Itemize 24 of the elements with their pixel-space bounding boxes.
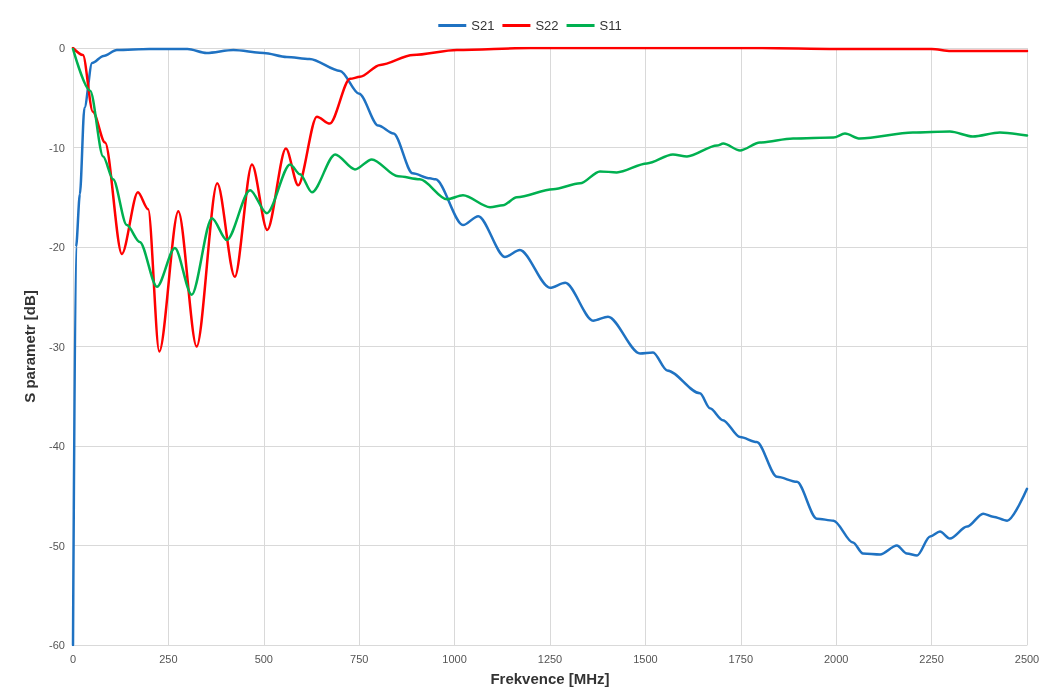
x-tick-label: 1250 — [537, 652, 563, 665]
legend-label: S22 — [535, 18, 559, 33]
y-tick-label: -20 — [49, 241, 65, 253]
x-tick-label: 750 — [350, 652, 369, 665]
x-tick-label: 500 — [254, 652, 273, 665]
x-tick-label: 2000 — [823, 652, 849, 665]
x-tick-label: 1750 — [728, 652, 754, 665]
line-series — [71, 47, 1029, 647]
x-tick-label: 0 — [69, 652, 77, 665]
x-tick-label: 1000 — [442, 652, 467, 665]
legend-label: S11 — [599, 18, 622, 33]
x-tick-label: 2250 — [919, 652, 944, 665]
y-tick-label: -60 — [49, 639, 65, 651]
x-tick-label: 2500 — [1014, 652, 1040, 665]
x-tick-label: 1500 — [633, 652, 658, 665]
x-tick-label: 250 — [159, 652, 178, 665]
x-axis-title: Frekvence [MHz] — [490, 670, 610, 687]
y-tick-label: -30 — [49, 340, 65, 353]
y-tick-label: 0 — [58, 42, 65, 54]
y-tick-label: -40 — [49, 440, 65, 452]
y-tick-label: -50 — [49, 539, 65, 552]
y-tick-label: -10 — [49, 141, 65, 154]
legend-label: S21 — [471, 18, 495, 33]
y-axis-title: S parametr [dB] — [21, 290, 38, 403]
